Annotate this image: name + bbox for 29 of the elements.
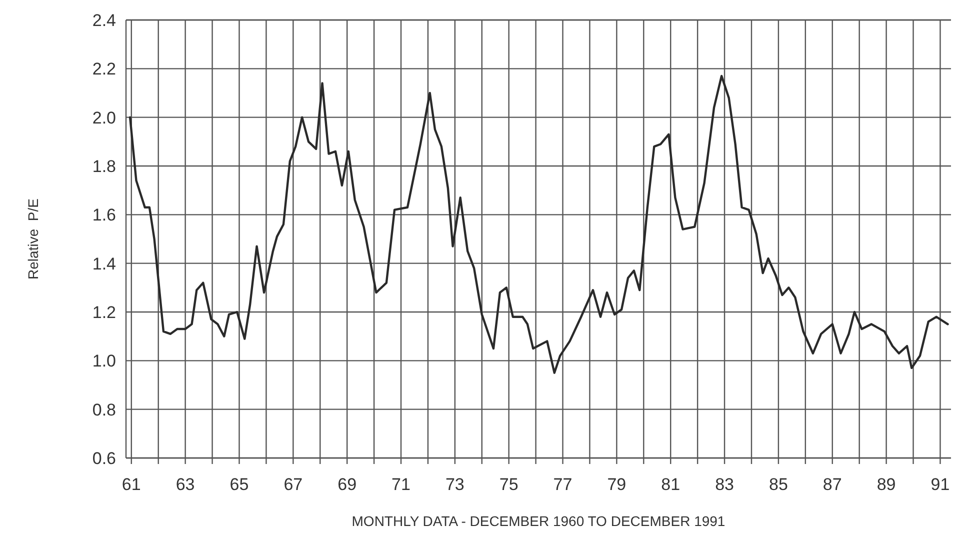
x-tick-label: 73 — [445, 475, 464, 494]
y-tick-label: 1.2 — [92, 302, 116, 322]
y-tick-label: 2.2 — [92, 60, 116, 79]
y-tick-label: 2.0 — [92, 108, 116, 128]
y-tick-label: 1.6 — [92, 206, 116, 225]
x-tick-label: 79 — [607, 475, 626, 494]
y-axis-title: Relative P/E — [25, 198, 41, 280]
line-series — [128, 74, 949, 374]
x-tick-label: 77 — [553, 475, 572, 494]
x-tick-label: 67 — [284, 475, 303, 494]
x-tick-label: 83 — [715, 475, 734, 494]
x-tick-label: 71 — [392, 475, 410, 494]
y-tick-label: 0.6 — [92, 448, 116, 468]
y-tick-label: 2.4 — [92, 10, 116, 30]
x-tick-label: 75 — [499, 475, 518, 494]
x-axis-title: MONTHLY DATA - DECEMBER 1960 TO DECEMBER 1991 — [352, 513, 726, 529]
x-tick-label: 85 — [768, 475, 788, 494]
x-tick-label: 61 — [122, 475, 141, 494]
y-tick-label: 1.4 — [92, 254, 116, 274]
x-tick-label: 69 — [338, 475, 357, 494]
y-tick-label: 1.8 — [92, 156, 116, 176]
x-tick-label: 91 — [930, 475, 950, 494]
x-tick-label: 81 — [661, 475, 680, 494]
x-tick-label: 89 — [876, 475, 896, 494]
x-tick-label: 65 — [230, 475, 249, 494]
x-tick-label: 87 — [822, 475, 842, 494]
y-tick-label: 0.8 — [92, 400, 116, 420]
y-tick-label: 1.0 — [92, 352, 116, 371]
x-tick-label: 63 — [176, 475, 195, 494]
